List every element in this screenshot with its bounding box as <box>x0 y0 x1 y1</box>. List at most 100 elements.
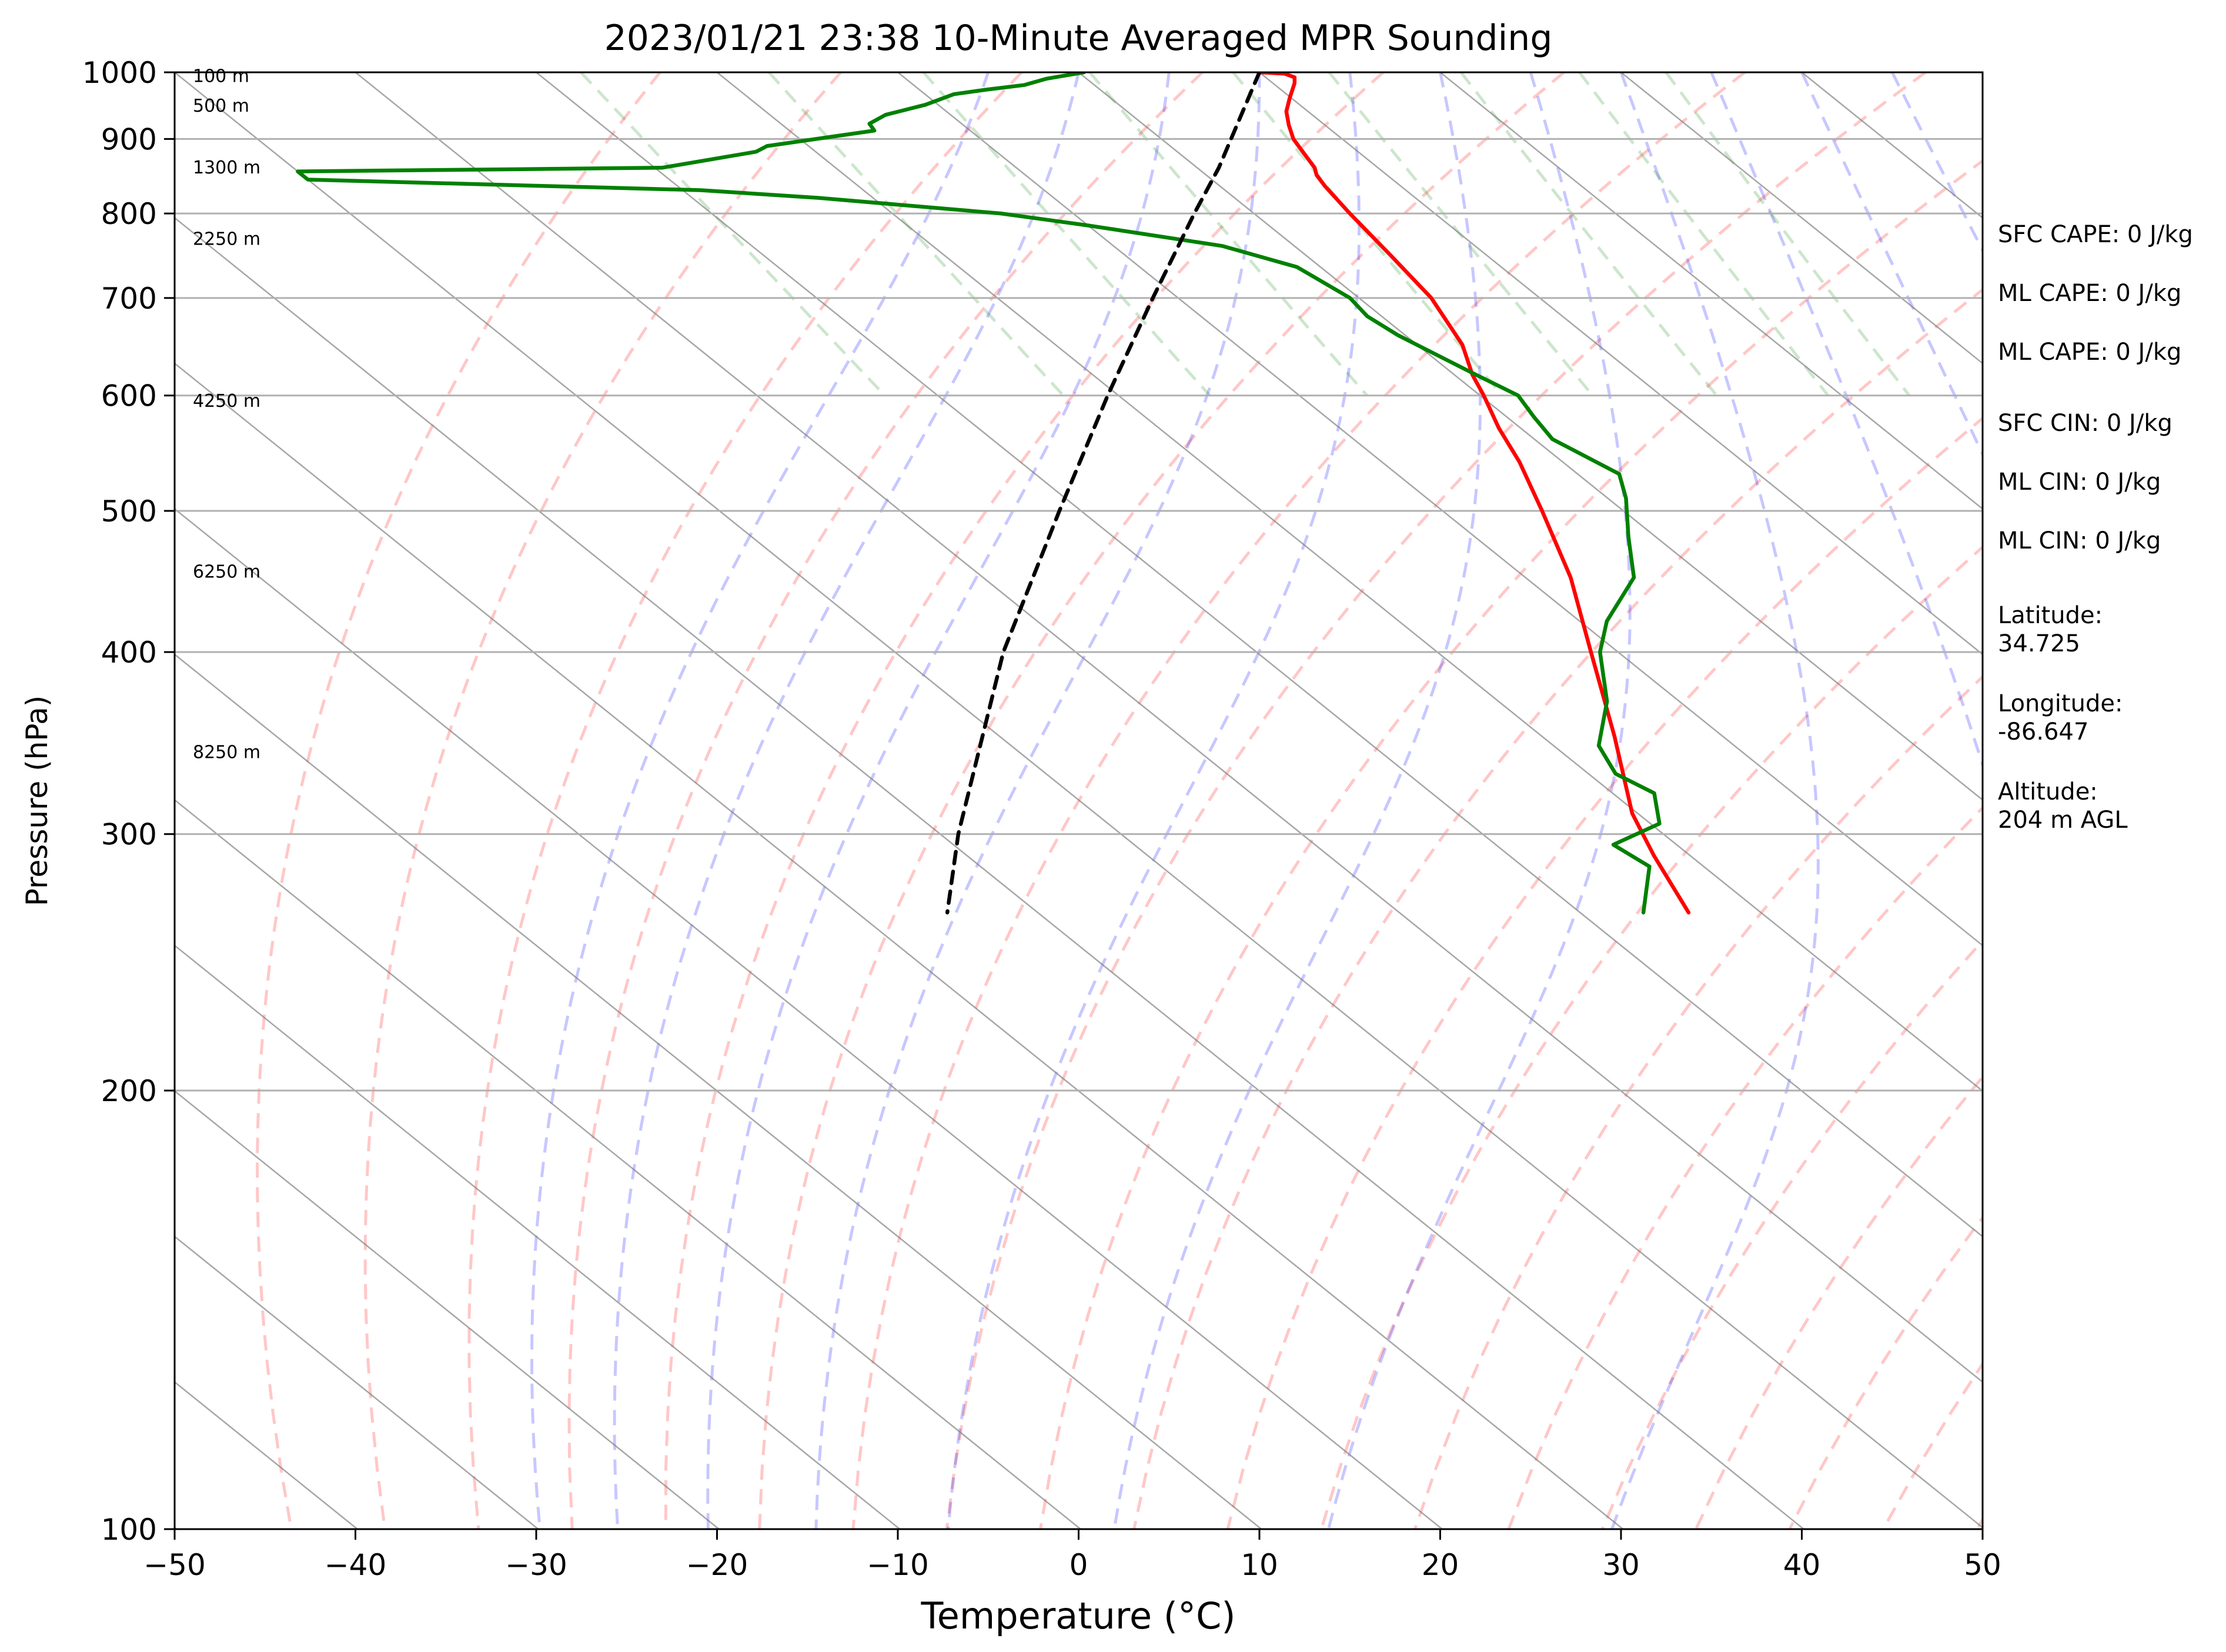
y-tick-label: 500 <box>101 494 157 529</box>
moist-adiabat-line <box>947 72 1361 1529</box>
height-label: 6250 m <box>193 561 260 582</box>
dry-adiabat-line <box>945 72 1927 1529</box>
y-tick-label: 600 <box>101 379 157 413</box>
annotation-line: SFC CAPE: 0 J/kg <box>1998 221 2193 248</box>
dry-adiabat-line <box>1600 938 1983 1529</box>
mixing-ratio-line <box>580 72 886 397</box>
isotherm-line <box>175 507 1443 1529</box>
annotation-line: ML CIN: 0 J/kg <box>1998 469 2161 496</box>
moist-adiabat-line <box>1710 72 1983 770</box>
x-tick-label: 20 <box>1422 1548 1459 1582</box>
y-tick-label: 300 <box>101 818 157 852</box>
isotherm-line <box>175 362 1624 1529</box>
isotherm-line <box>175 799 1081 1529</box>
x-tick-label: 50 <box>1964 1548 2001 1582</box>
dry-adiabat-line <box>758 72 1565 1529</box>
dry-adiabat-line <box>1320 545 1983 1529</box>
annotation-text: SFC CIN: 0 J/kg <box>1998 410 2172 437</box>
dry-adiabat-line <box>1413 674 1983 1529</box>
annotation-text: ML CIN: 0 J/kg <box>1998 469 2161 496</box>
annotation-line: ML CAPE: 0 J/kg <box>1998 339 2181 366</box>
isotherm-line <box>175 1090 720 1529</box>
dry-adiabat-line <box>256 72 661 1529</box>
annotation-text: Longitude: -86.647 <box>1998 690 2123 745</box>
y-tick-label: 700 <box>101 282 157 316</box>
dewpoint-profile-line <box>296 72 1662 915</box>
annotation-text: ML CAPE: 0 J/kg <box>1998 339 2181 366</box>
x-tick-label: −30 <box>505 1548 567 1582</box>
moist-adiabat-line <box>706 72 1171 1529</box>
isotherm-line <box>1078 72 1983 801</box>
sounding-series <box>296 72 1691 915</box>
x-tick-label: 10 <box>1241 1548 1278 1582</box>
dry-adiabat-line <box>567 72 1204 1529</box>
annotation-line: ML CAPE: 0 J/kg <box>1998 280 2181 307</box>
isotherm-line <box>897 72 1983 947</box>
plot-area <box>175 72 1983 1529</box>
annotation-text: Altitude: 204 m AGL <box>1998 778 2128 834</box>
annotation-line: ML CIN: 0 J/kg <box>1998 527 2161 554</box>
dry-adiabat-line <box>851 72 1746 1529</box>
isotherm-line <box>175 72 1983 1529</box>
isotherm-line <box>1439 72 1983 510</box>
y-tick-label: 800 <box>101 197 157 231</box>
moist-adiabat-line <box>1112 72 1482 1529</box>
dry-adiabat-line <box>467 72 1023 1529</box>
moist-adiabat-line <box>1800 72 1983 458</box>
parcel-profile-line <box>945 72 1262 915</box>
annotation-line: 204 m AGL <box>1998 807 2128 834</box>
moist-adiabats <box>530 72 1983 1529</box>
temperature-profile-line <box>1257 72 1691 915</box>
dry-adiabat-line <box>1039 159 1983 1529</box>
x-tick-label: −50 <box>143 1548 206 1582</box>
annotation-line: SFC CIN: 0 J/kg <box>1998 410 2172 437</box>
dry-adiabats <box>256 72 1983 1529</box>
y-tick-label: 400 <box>101 636 157 670</box>
annotation-text: ML CIN: 0 J/kg <box>1998 527 2161 554</box>
x-tick-label: −10 <box>867 1548 929 1582</box>
y-axis-label: Pressure (hPa) <box>20 695 54 907</box>
isotherm-line <box>536 72 1983 1238</box>
moist-adiabat-line <box>613 72 1080 1529</box>
annotation-text: SFC CAPE: 0 J/kg <box>1998 221 2193 248</box>
annotation-line: Altitude: <box>1998 778 2098 805</box>
annotation-line: Longitude: <box>1998 690 2123 717</box>
annotation-line: 34.725 <box>1998 630 2080 657</box>
isotherm-line <box>1259 72 1983 656</box>
height-labels: 100 m 500 m 1300 m 2250 m 4250 m 6250 m 8250 m <box>193 66 260 763</box>
dry-adiabat-line <box>1132 287 1983 1529</box>
height-label: 4250 m <box>193 391 260 412</box>
annotation-line: -86.647 <box>1998 718 2088 745</box>
height-label: 500 m <box>193 96 249 116</box>
moist-adiabat-line <box>814 72 1261 1529</box>
dry-adiabat-line <box>664 72 1385 1529</box>
annotation-text: Latitude: 34.725 <box>1998 602 2103 657</box>
x-axis-ticks: −50 −40 −30 −20 −10 0 10 20 30 40 50 <box>143 1529 2001 1582</box>
isobars <box>175 72 1983 1529</box>
sounding-annotations: SFC CAPE: 0 J/kg ML CAPE: 0 J/kg ML CAPE: … <box>1998 221 2193 834</box>
y-tick-label: 900 <box>101 122 157 156</box>
isotherm-line <box>1620 72 1983 364</box>
moist-adiabat-line <box>1326 72 1632 1529</box>
isotherm-line <box>175 653 1262 1529</box>
x-tick-label: −40 <box>325 1548 387 1582</box>
height-label: 100 m <box>193 66 249 86</box>
y-tick-label: 1000 <box>82 56 157 90</box>
dry-adiabat-line <box>363 72 842 1529</box>
isotherm-line <box>355 72 1983 1383</box>
height-label: 1300 m <box>193 158 260 178</box>
moist-adiabat-line <box>1610 72 1820 1529</box>
annotation-text: ML CAPE: 0 J/kg <box>1998 280 2181 307</box>
x-tick-label: −20 <box>686 1548 748 1582</box>
y-tick-label: 100 <box>101 1513 157 1547</box>
height-label: 2250 m <box>193 229 260 249</box>
mixing-ratio-line <box>767 72 1065 397</box>
x-axis-label: Temperature (°C) <box>920 1594 1235 1637</box>
x-tick-label: 30 <box>1602 1548 1640 1582</box>
dry-adiabat-line <box>1226 416 1983 1529</box>
isotherm-line <box>716 72 1983 1092</box>
height-label: 8250 m <box>193 743 260 763</box>
dry-adiabat-line <box>1507 805 1983 1529</box>
isotherm-line <box>175 216 1804 1529</box>
